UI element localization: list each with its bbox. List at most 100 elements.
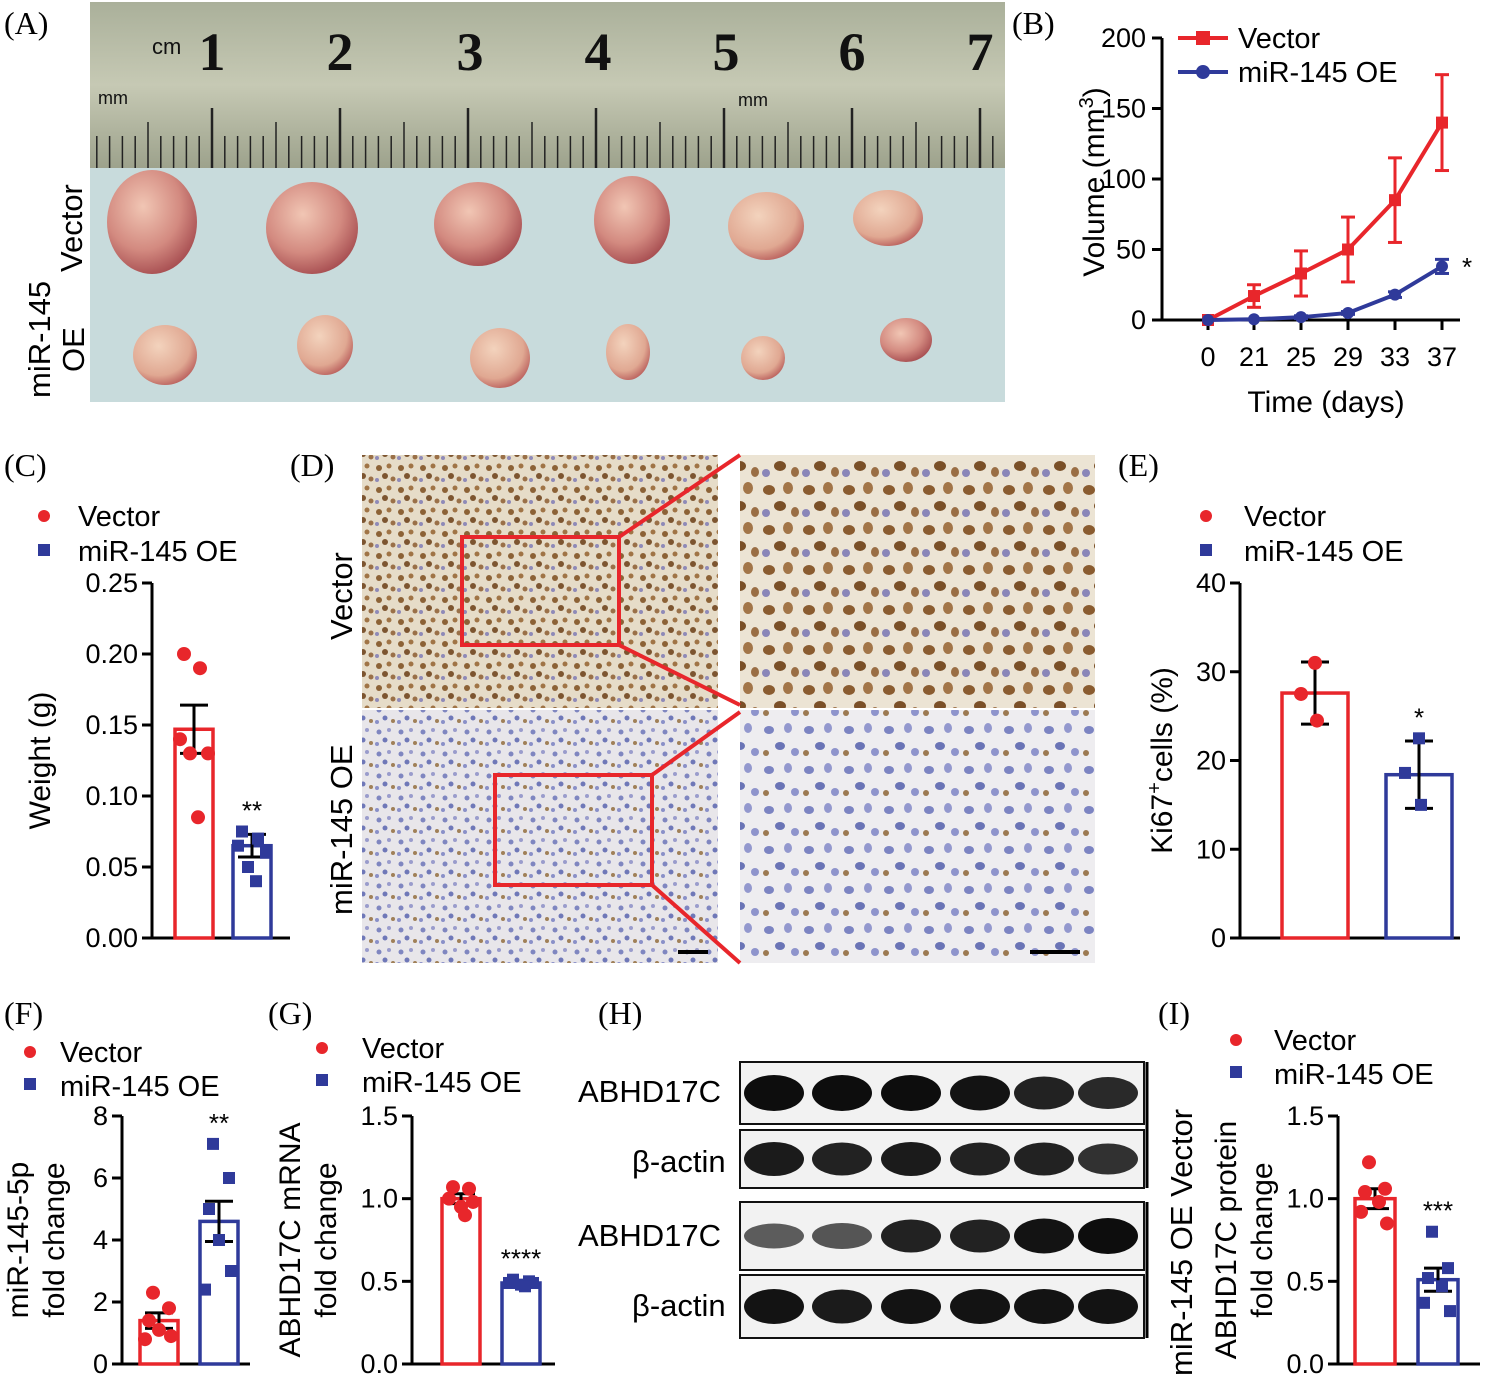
tumor-oe-2 <box>297 315 353 375</box>
panelE-point-vector <box>1310 713 1324 728</box>
b-ytick-label: 50 <box>1116 235 1146 265</box>
ruler-number-1: 1 <box>199 22 226 82</box>
panelC-point-oe <box>236 825 248 838</box>
panelC-bar-oe <box>231 843 273 940</box>
tumor-vector-4 <box>594 176 670 264</box>
panelG-ytick-label: 1.0 <box>360 1184 398 1214</box>
panel-a-photo: cm mm mm 1 2 3 4 5 6 7 Vector miR-145 OE <box>22 2 1005 402</box>
panelC-point-oe <box>242 861 254 873</box>
blot-band <box>744 1289 804 1324</box>
panelI-point-oe <box>1418 1296 1430 1309</box>
blot-label-abhd17c-2: ABHD17C <box>578 1218 721 1253</box>
tumor-vector-5 <box>728 192 804 260</box>
panelE-ytick-label: 20 <box>1196 746 1226 776</box>
b-ytick-label: 0 <box>1131 305 1146 335</box>
panelE-point-oe <box>1413 732 1425 745</box>
b-ylabel: Volume (mm3) <box>1076 87 1111 277</box>
b-point-vector <box>1248 290 1260 303</box>
panel-label-f: (F) <box>4 995 43 1031</box>
panelI-point-oe <box>1422 1272 1434 1285</box>
blot-band <box>950 1075 1010 1111</box>
g-legend-marker-vector <box>316 1042 328 1054</box>
b-xtick-label: 37 <box>1427 342 1457 372</box>
panel-label-a: (A) <box>4 5 48 41</box>
panelF-point-oe <box>223 1172 235 1184</box>
panelC-point-vector <box>183 746 197 761</box>
panel-label-e: (E) <box>1118 447 1159 483</box>
panelF-ylabel-1: miR-145-5p <box>2 1162 35 1319</box>
tumor-vector-6 <box>853 190 923 246</box>
panel-c-bar-chart: 0.00 0.05 0.10 0.15 0.20 0.25 ** Weight (g) <box>24 568 290 953</box>
panelC-point-vector <box>173 732 187 747</box>
panelC-point-oe <box>252 832 264 845</box>
zoom-line-vector-1 <box>617 453 742 539</box>
panelI-point-vector <box>1372 1194 1386 1209</box>
blot-band <box>881 1289 941 1324</box>
tumors-oe <box>133 315 932 388</box>
blot-group-label: miR-145 OE Vector <box>1164 1109 1199 1376</box>
panelE-point-vector <box>1308 655 1322 670</box>
blot-strips <box>739 1061 1145 1339</box>
panelC-ytick-label: 0.00 <box>85 923 138 953</box>
tumor-oe-5 <box>741 336 785 380</box>
panelC-ytick-label: 0.10 <box>85 781 138 811</box>
panelI-point-oe <box>1426 1225 1438 1238</box>
ihc-vector-zoom <box>740 455 1095 708</box>
f-legend-marker-oe <box>24 1078 36 1090</box>
panelI-point-vector <box>1358 1185 1372 1200</box>
blot-band <box>744 1142 804 1176</box>
blot-band <box>744 1223 804 1249</box>
b-xtick-label: 33 <box>1380 342 1410 372</box>
panel-d-ihc: Vector miR-145 OE <box>324 453 1095 965</box>
panelE-ylabel: Ki67+cells (%) <box>1144 667 1179 854</box>
panel-g-legend: Vector miR-145 OE <box>316 1033 522 1099</box>
panelG-ytick-label: 0.5 <box>360 1266 398 1296</box>
ihc-oe-low <box>362 710 718 963</box>
panelG-point-vector <box>446 1180 460 1195</box>
e-legend-marker-vector <box>1200 510 1212 522</box>
tumor-oe-1 <box>133 325 197 385</box>
panelF-point-oe <box>213 1234 225 1246</box>
panel-i-legend: Vector miR-145 OE <box>1230 1025 1434 1091</box>
tumor-vector-3 <box>434 182 522 266</box>
f-legend-text-vector: Vector <box>60 1037 143 1069</box>
panelC-ylabel: Weight (g) <box>24 692 57 830</box>
blot-band <box>1078 1289 1138 1324</box>
zoom-box-oe <box>493 773 654 887</box>
c-legend-text-vector: Vector <box>78 501 161 533</box>
zoom-box-vector <box>460 535 621 647</box>
b-point-oe <box>1436 260 1448 273</box>
panelF-point-vector <box>152 1322 166 1337</box>
blot-band <box>881 1219 941 1253</box>
panelE-significance: * <box>1414 702 1424 732</box>
b-point-oe <box>1389 288 1401 301</box>
b-xtick-label: 29 <box>1333 342 1363 372</box>
tumor-oe-6 <box>880 318 932 362</box>
panelF-ytick-label: 2 <box>93 1287 108 1317</box>
blot-band <box>1078 1218 1138 1254</box>
panelC-ytick-label: 0.25 <box>85 568 138 598</box>
blot-band <box>812 1075 872 1111</box>
ruler-number-4: 4 <box>585 22 612 82</box>
legend-marker-vector <box>1196 31 1210 45</box>
c-legend-marker-oe <box>38 544 50 556</box>
panel-b-line-chart: Vector miR-145 OE Volume (mm3) Time (day… <box>1076 23 1472 419</box>
panelI-ylabel-2: fold change <box>1246 1162 1279 1317</box>
panelI-point-vector <box>1378 1181 1392 1196</box>
panelG-point-vector <box>458 1208 472 1223</box>
b-point-vector <box>1389 194 1401 207</box>
e-legend-text-vector: Vector <box>1244 501 1327 533</box>
ruler-unit-mm: mm <box>98 88 128 108</box>
tumors-vector <box>107 170 923 274</box>
panel-e-legend: Vector miR-145 OE <box>1200 501 1404 568</box>
b-point-vector <box>1342 243 1354 256</box>
legend-text-vector: Vector <box>1238 23 1321 55</box>
panelI-ylabel-1: ABHD17C protein <box>1210 1121 1243 1359</box>
panelC-point-oe <box>232 839 244 852</box>
ihc-vector-low <box>362 455 718 708</box>
panelF-ytick-label: 0 <box>93 1349 108 1379</box>
panel-label-d: (D) <box>290 447 334 483</box>
panelI-point-oe <box>1436 1280 1448 1293</box>
photo-row-label-vector: Vector <box>54 184 89 272</box>
panelC-point-vector <box>193 661 207 676</box>
